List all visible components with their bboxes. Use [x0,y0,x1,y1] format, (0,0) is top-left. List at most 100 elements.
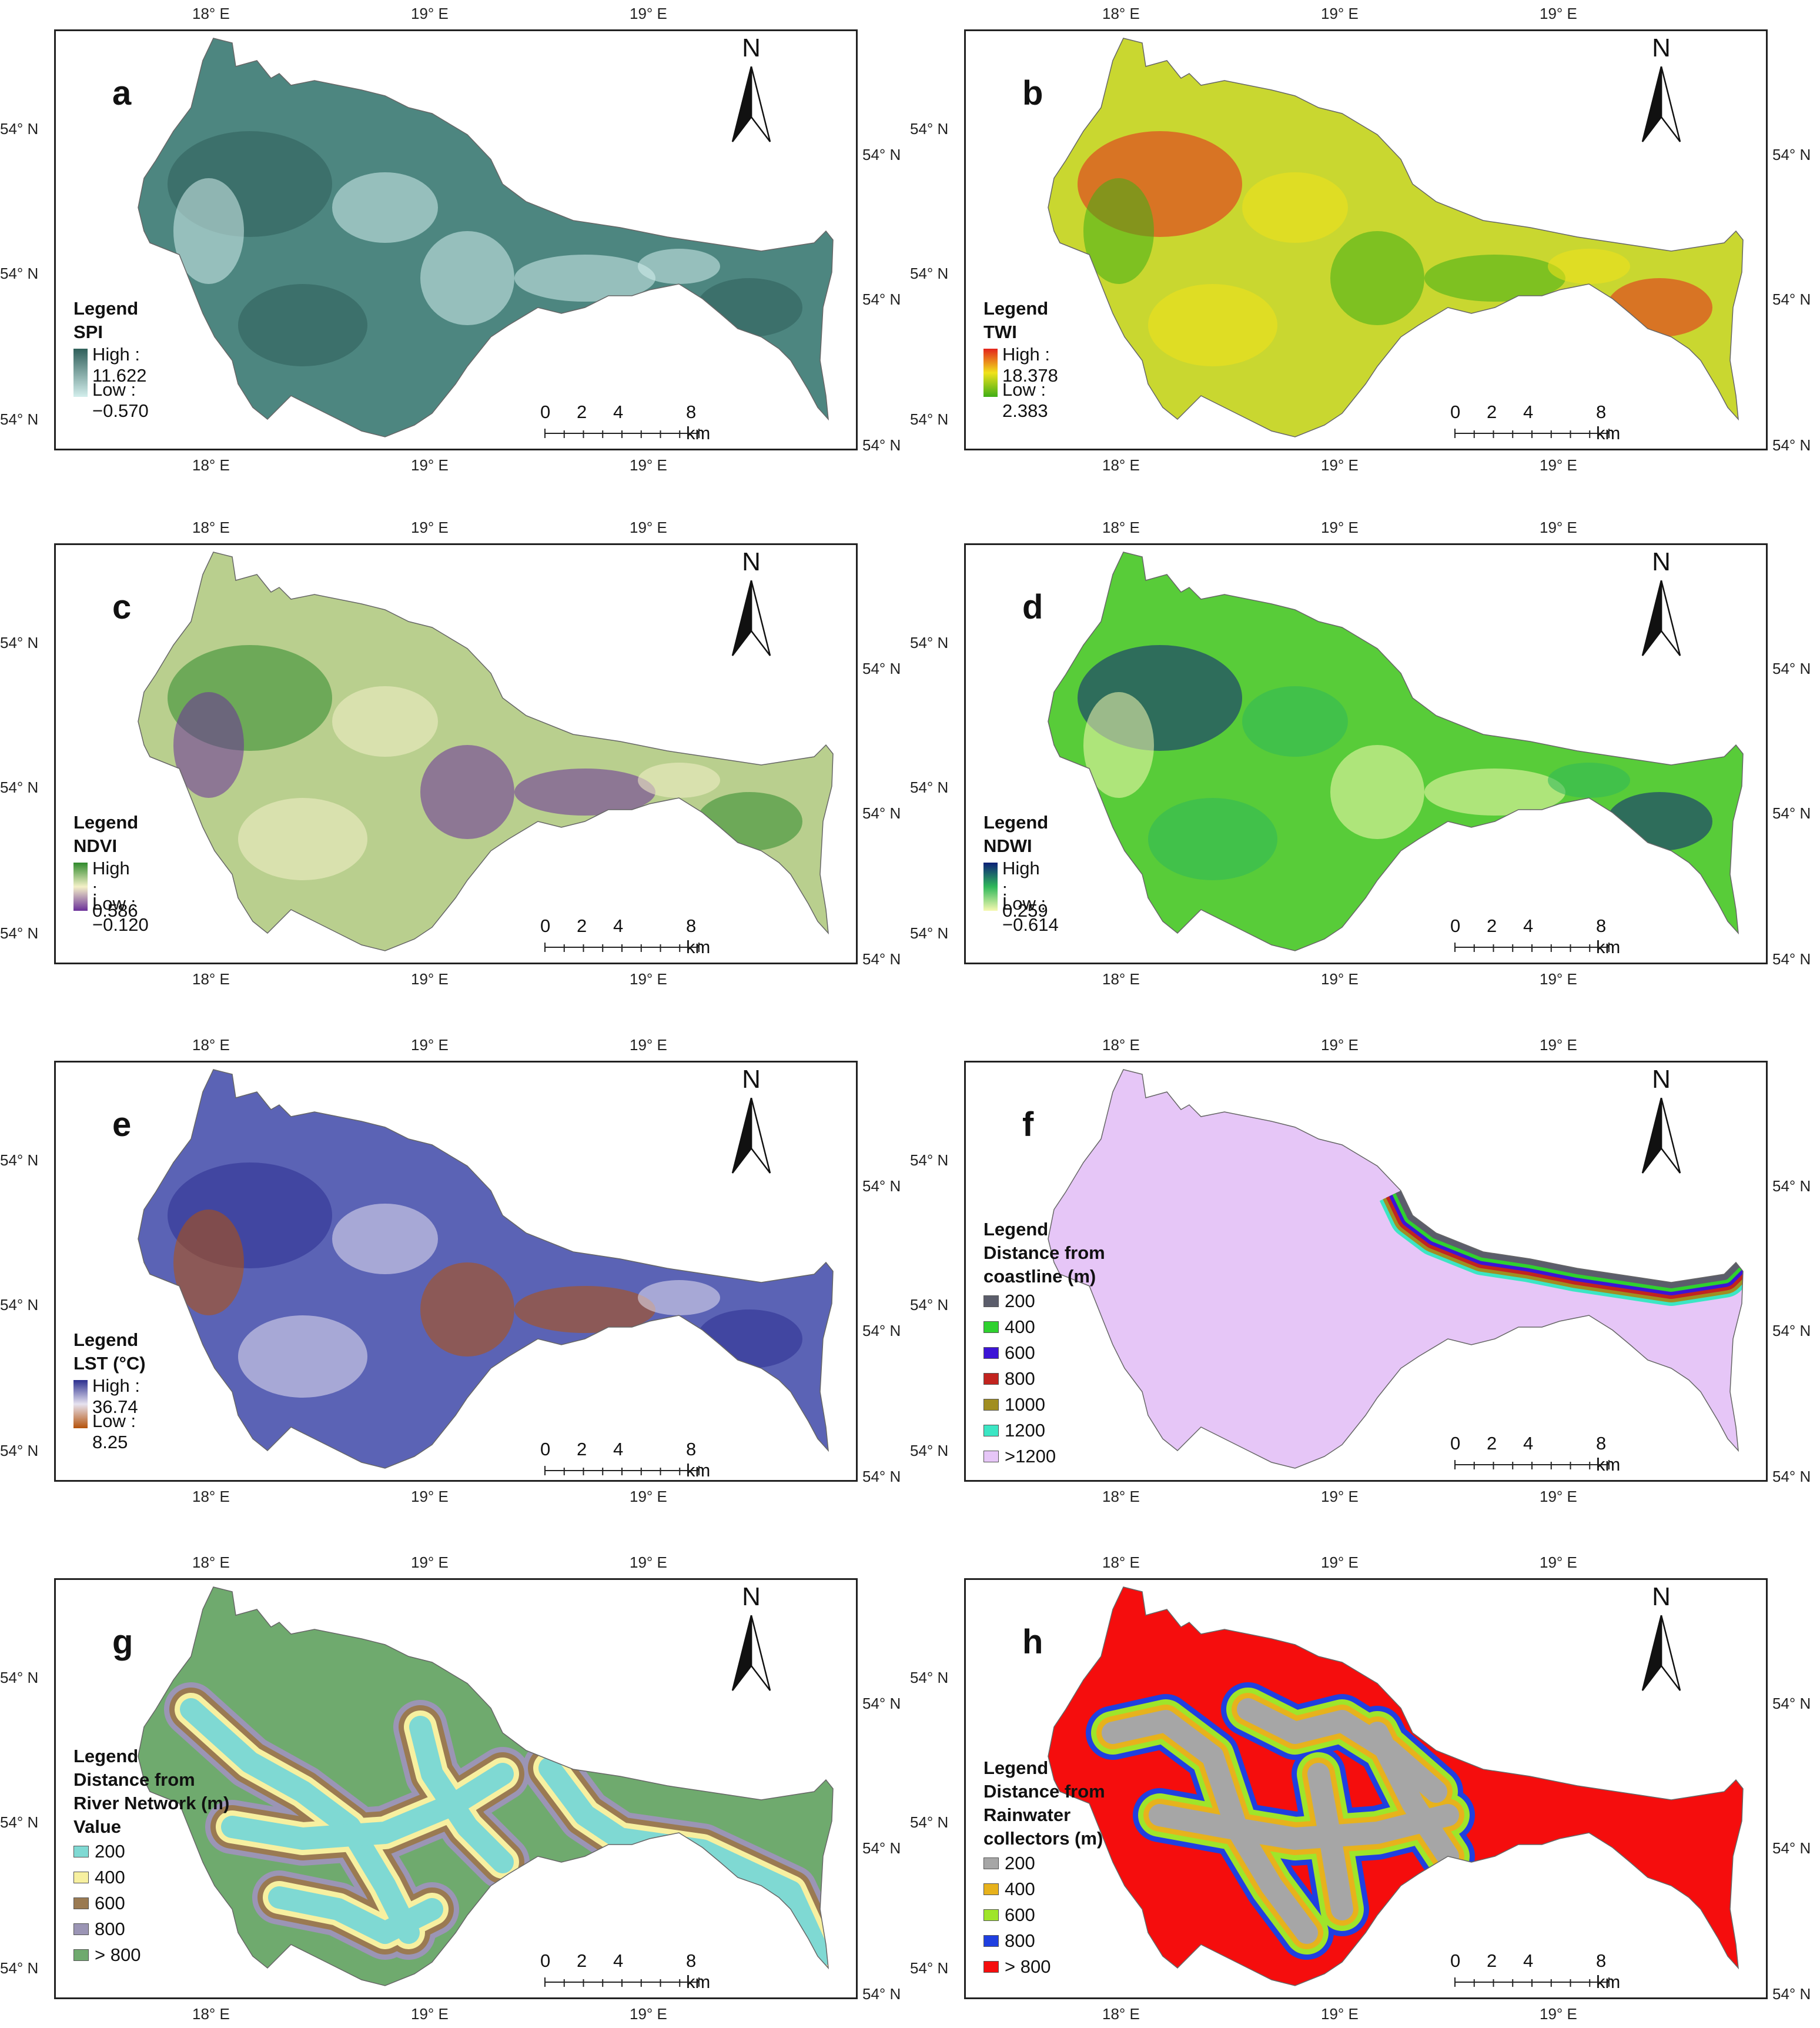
scale-label: 2 [577,1439,587,1459]
legend-subtitle: SPI [73,322,103,342]
right-lat-label: 54° N [1772,1322,1811,1339]
legend-item: 400 [983,1876,1105,1902]
bottom-lon-label: 19° E [411,1488,449,1505]
legend-item-label: 800 [95,1919,125,1939]
raster-patch [332,1204,438,1274]
left-lat-label: 54° N [910,924,949,942]
north-label: N [1652,34,1671,62]
panel-letter: h [1022,1623,1043,1661]
legend-item-label: 600 [1005,1905,1035,1925]
raster-patch [238,1315,367,1398]
north-label: N [1652,547,1671,576]
north-arrow-icon: N [1638,547,1685,656]
raster-patch [638,763,720,798]
legend-item-label: 600 [1005,1342,1035,1363]
top-lon-label: 19° E [630,519,667,536]
left-lat-label: 54° N [0,410,39,428]
legend-gradient: High : 18.378 Low : 2.383 [983,344,1058,421]
legend-item: 800 [983,1928,1105,1954]
bottom-lon-label: 19° E [1321,970,1359,988]
right-lat-label: 54° N [1772,436,1811,454]
scale-label: 2 [577,1950,587,1971]
top-lon-label: 19° E [1540,519,1577,536]
study-area-map [138,552,834,951]
legend-swatch [983,1857,999,1869]
north-label: N [742,34,761,62]
legend-gradient: High : 11.622 Low : −0.570 [73,344,149,421]
legend-gradient: High : 36.74 Low : 8.25 [73,1375,146,1452]
left-lat-label: 54° N [910,1151,949,1169]
map-legend: Legend Distance from coastline (m) 200 400 60… [983,1218,1105,1469]
legend-swatch [73,1897,89,1909]
legend-title: Legend [73,298,139,319]
left-lat-label: 54° N [0,1813,39,1831]
left-lat-label: 54° N [910,634,949,652]
top-lon-label: 18° E [1102,1553,1140,1571]
legend-item: 200 [983,1288,1105,1314]
bottom-lon-label: 19° E [1321,456,1359,474]
legend-item: 1000 [983,1392,1105,1418]
scale-label: 0 [540,1950,551,1971]
legend-item-label: 200 [1005,1853,1035,1873]
scale-label: 2 [577,916,587,936]
left-lat-label: 54° N [0,924,39,942]
distance-buffer [1366,1722,1459,1867]
legend-low-value: Low : 2.383 [1002,379,1048,421]
right-lat-label: 54° N [862,1468,901,1485]
top-lon-label: 19° E [1321,5,1359,22]
study-area-map [138,1586,834,1986]
legend-swatch [983,1883,999,1895]
legend-subtitle: LST (°C) [73,1353,146,1374]
raster-patch [420,231,514,325]
legend-title: Legend [983,298,1049,319]
legend-item: > 800 [983,1954,1105,1980]
raster-patch [173,178,244,284]
zone-background [1048,1070,1743,1468]
legend-item-label: 600 [95,1893,125,1913]
study-area-map [138,38,834,437]
scale-label: 8 km [1596,916,1621,957]
legend-low-value: Low : −0.570 [92,379,149,421]
legend-item-label: 400 [1005,1317,1035,1337]
distance-buffer [268,1886,443,1944]
left-lat-label: 54° N [910,1669,949,1686]
map-legend: Legend NDVI High : 0.586 Low : −0.120 [73,811,149,935]
legend-item-label: 200 [95,1841,125,1862]
top-lon-label: 19° E [1321,1036,1359,1054]
legend-subtitle: NDWI [983,836,1032,856]
right-lat-label: 54° N [862,146,901,163]
legend-item-label: > 800 [95,1945,141,1965]
legend-swatch [983,1961,999,1973]
legend-high-value: High : 18.378 [1002,344,1058,386]
right-lat-label: 54° N [1772,290,1811,308]
north-arrow-icon: N [1638,1582,1685,1691]
top-lon-label: 19° E [1321,1553,1359,1571]
raster-patch [1242,686,1348,757]
legend-item-label: 1000 [1005,1394,1045,1415]
raster-patch [1242,172,1348,243]
north-arrow-icon: N [1638,34,1685,142]
right-lat-label: 54° N [1772,804,1811,822]
scale-label: 2 [1487,916,1497,936]
scale-label: 4 [1523,402,1534,422]
legend-swatch [73,1949,89,1961]
scale-label: 4 [1523,916,1534,936]
legend-item-label: > 800 [1005,1956,1051,1977]
bottom-lon-label: 18° E [1102,1488,1140,1505]
legend-high-value: High : 0.259 [1002,858,1048,921]
right-lat-label: 54° N [862,1839,901,1857]
scale-label: 0 [1450,1950,1461,1971]
color-ramp [73,1380,88,1428]
legend-subtitle: NDVI [73,836,118,856]
top-lon-label: 19° E [411,1036,449,1054]
panel-letter: a [112,74,132,112]
distance-buffer [1307,1763,1353,1920]
legend-subtitle: Distance from [983,1242,1105,1263]
top-lon-label: 18° E [1102,519,1140,536]
top-lon-label: 18° E [192,1553,230,1571]
